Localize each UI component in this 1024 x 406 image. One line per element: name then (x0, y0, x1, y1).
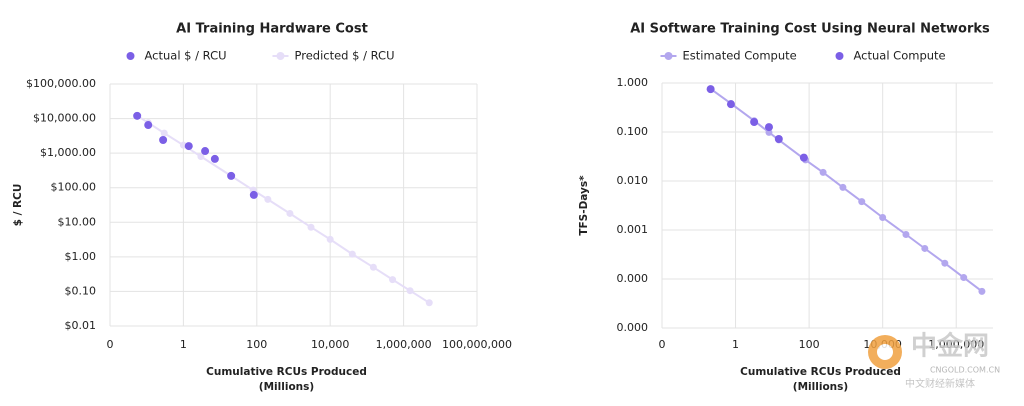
y-tick-label: 0.100 (617, 125, 649, 138)
x-axis-title: (Millions) (793, 381, 848, 393)
y-tick-label: $1.00 (65, 250, 97, 263)
data-point (902, 230, 910, 238)
data-point (286, 209, 294, 217)
data-point (941, 259, 949, 267)
series-line (136, 114, 430, 304)
x-tick-label: 0 (107, 338, 114, 351)
legend-label: Actual Compute (854, 49, 946, 63)
data-point (706, 85, 715, 94)
x-tick-label: 1,000,000 (376, 338, 432, 351)
data-point (201, 147, 210, 156)
data-point (406, 287, 414, 295)
data-point (369, 263, 377, 271)
y-tick-label: $10,000.00 (33, 112, 96, 125)
x-tick-label: 1 (732, 338, 739, 351)
x-tick-label: 10,000 (311, 338, 350, 351)
y-tick-label: $100.00 (51, 181, 97, 194)
data-point (348, 250, 356, 258)
data-point (227, 171, 236, 180)
watermark-logo-inner (877, 344, 893, 360)
data-point (978, 287, 986, 295)
chart: AI Training Hardware Cost $100,000.00 $10,… (12, 22, 512, 394)
data-point (764, 123, 773, 132)
data-point (144, 121, 153, 130)
y-tick-label: $0.01 (65, 319, 97, 332)
data-point (133, 111, 142, 120)
legend-label: Actual $ / RCU (145, 49, 227, 63)
data-point (326, 235, 334, 243)
y-tick-label: $0.10 (65, 284, 97, 297)
y-axis-title: $ / RCU (12, 184, 24, 227)
data-point (799, 153, 808, 162)
legend-marker (835, 52, 844, 60)
data-point (389, 276, 397, 284)
chart-title: AI Training Hardware Cost (176, 22, 368, 37)
x-axis-title: Cumulative RCUs Produced (206, 366, 367, 378)
legend-label: Predicted $ / RCU (295, 49, 395, 63)
y-axis-title: TFS-Days* (578, 175, 590, 236)
y-tick-label: 0.010 (617, 174, 649, 187)
data-point (425, 299, 433, 307)
data-point (307, 223, 315, 231)
data-point (249, 190, 258, 199)
data-point (839, 183, 847, 191)
x-axis-title: (Millions) (259, 381, 314, 393)
data-point (750, 117, 759, 126)
data-point (858, 198, 866, 206)
data-point (879, 213, 887, 221)
watermark-site: CNGOLD.COM.CN (930, 366, 1000, 375)
legend-marker (276, 52, 285, 60)
x-tick-label: 0 (659, 338, 666, 351)
legend-marker (126, 52, 135, 60)
x-tick-label: 1,000,000 (928, 338, 984, 351)
data-point (774, 134, 783, 143)
y-tick-label: 0.000 (617, 272, 649, 285)
data-point (160, 129, 168, 137)
x-tick-label: 1 (180, 338, 187, 351)
data-point (726, 100, 735, 109)
chart-title: AI Software Training Cost Using Neural N… (630, 22, 990, 37)
data-point (264, 195, 272, 203)
watermark-name: 中金网 (911, 331, 989, 362)
y-tick-label: 0.001 (617, 223, 649, 236)
watermark-tagline: 中文财经新媒体 (905, 377, 975, 390)
x-tick-label: 100 (246, 338, 267, 351)
data-point (960, 274, 968, 282)
watermark: 中金网 CNGOLD.COM.CN 中文财经新媒体 (868, 331, 1000, 390)
x-tick-label: 100,000,000 (442, 338, 512, 351)
data-point (819, 168, 827, 176)
data-point (765, 128, 773, 136)
data-point (159, 135, 168, 144)
x-axis-title: Cumulative RCUs Produced (740, 366, 901, 378)
y-tick-label: $10.00 (58, 215, 97, 228)
data-point (210, 154, 219, 163)
data-point (184, 142, 193, 151)
data-point (197, 152, 205, 160)
x-tick-label: 100 (799, 338, 820, 351)
y-tick-label: $1,000.00 (40, 146, 96, 159)
data-point (921, 244, 929, 252)
legend-marker (664, 52, 673, 60)
legend-label: Estimated Compute (683, 49, 797, 63)
y-tick-label: $100,000.00 (26, 77, 96, 90)
y-tick-label: 1.000 (617, 76, 649, 89)
y-tick-label: 0.000 (617, 321, 649, 334)
